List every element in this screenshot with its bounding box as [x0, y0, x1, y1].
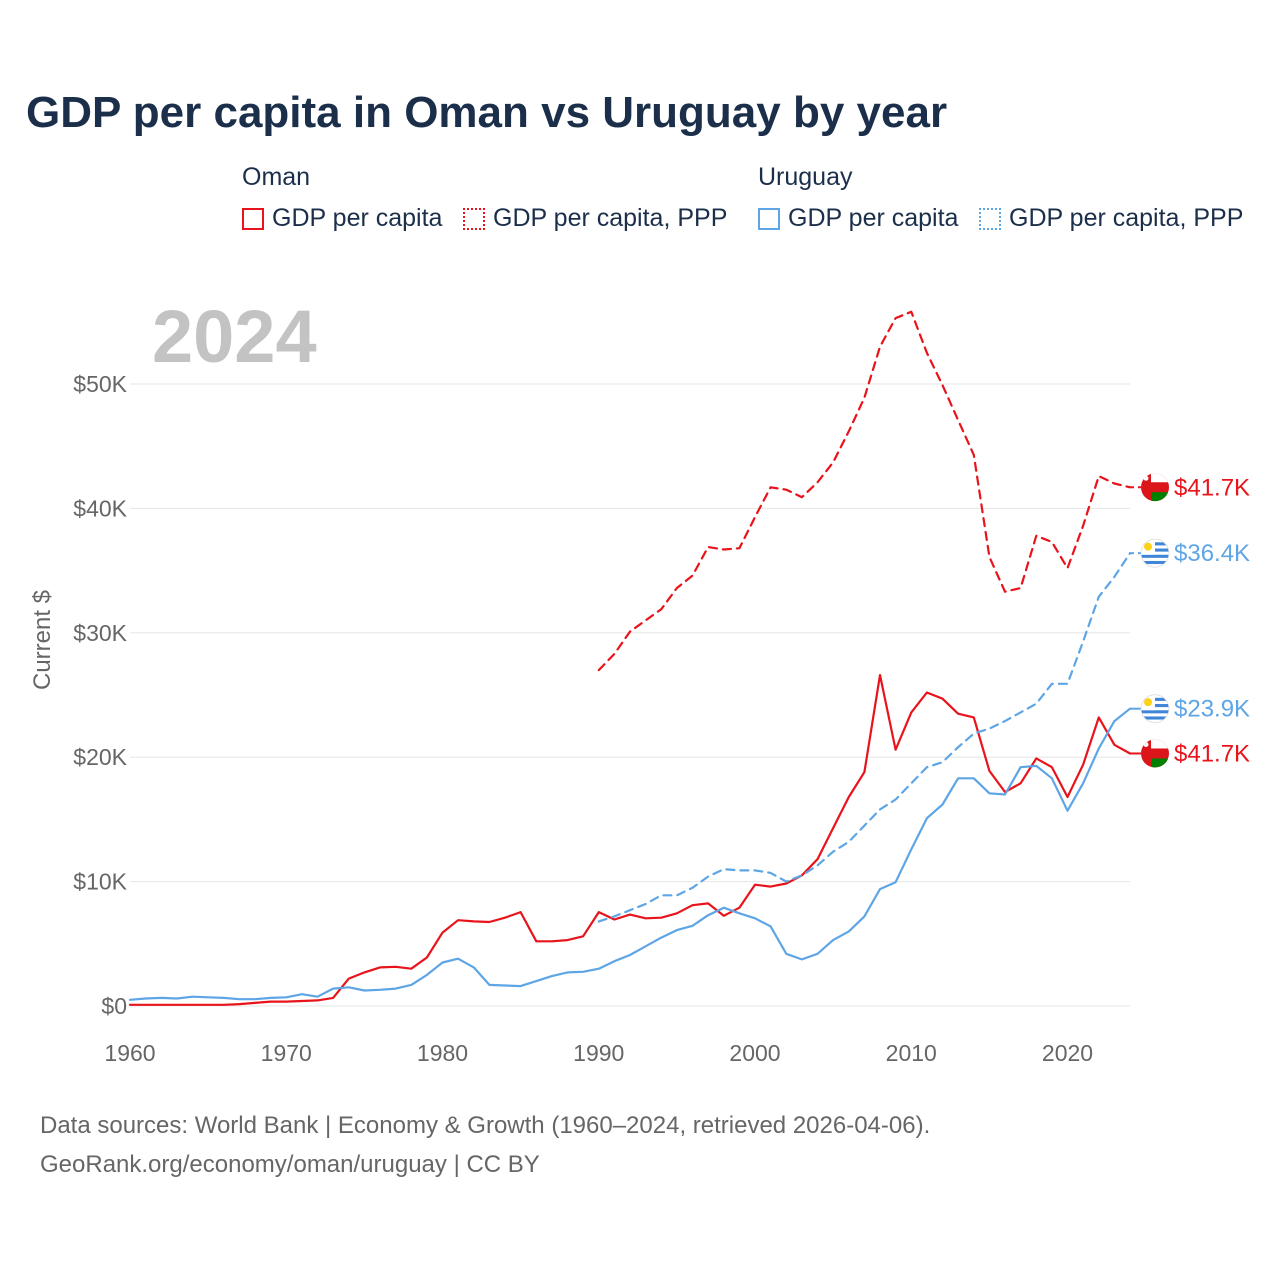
x-tick-label: 1980 [417, 1040, 468, 1066]
uruguay-flag-icon [1140, 538, 1170, 568]
end-value-label: $36.4K [1174, 540, 1250, 567]
x-tick-label: 2020 [1042, 1040, 1093, 1066]
legend-label-oman-gdp: GDP per capita [272, 204, 443, 232]
legend-swatch-oman-ppp [463, 207, 485, 230]
legend-label-uruguay-ppp: GDP per capita, PPP [1009, 204, 1244, 232]
footer-link: GeoRank.org/economy/oman/uruguay | CC BY [40, 1151, 540, 1178]
legend-item-uruguay-gdp[interactable]: GDP per capita [758, 204, 958, 233]
series-line-uruguay-dashed [597, 552, 1132, 923]
end-value-label: $23.9K [1174, 696, 1250, 723]
footer: Data sources: World Bank | Economy & Gro… [40, 1106, 930, 1184]
series-line-uruguay-solid [128, 707, 1132, 1001]
legend-item-oman-ppp[interactable]: GDP per capita, PPP [463, 204, 727, 233]
x-tick-label: 1960 [104, 1040, 155, 1066]
end-value-label: $41.7K [1174, 474, 1250, 501]
end-value-label: $41.7K [1174, 740, 1250, 767]
legend-swatch-uruguay-gdp [758, 207, 780, 230]
year-watermark: 2024 [152, 295, 317, 378]
y-tick-label: $0 [101, 993, 127, 1019]
legend-item-oman-gdp[interactable]: GDP per capita [242, 204, 442, 233]
legend-group-oman: Oman [242, 163, 311, 191]
oman-flag-icon [1141, 739, 1169, 768]
x-tick-label: 2000 [729, 1040, 780, 1066]
series-line-oman-solid [128, 673, 1132, 1006]
footer-sources: Data sources: World Bank | Economy & Gro… [40, 1112, 931, 1139]
oman-flag-icon [1141, 473, 1169, 502]
legend-label-oman-ppp: GDP per capita, PPP [493, 204, 728, 232]
uruguay-flag-icon [1140, 694, 1170, 724]
y-axis-label: Current $ [29, 590, 56, 690]
y-tick-label: $50K [73, 371, 127, 397]
y-tick-label: $10K [73, 869, 127, 895]
legend-label-uruguay-gdp: GDP per capita [788, 204, 959, 232]
y-tick-label: $40K [73, 495, 127, 521]
y-tick-label: $20K [73, 744, 127, 770]
x-tick-label: 1990 [573, 1040, 624, 1066]
legend-swatch-uruguay-ppp [979, 207, 1001, 230]
legend-group-uruguay: Uruguay [758, 163, 853, 191]
x-tick-label: 2010 [886, 1040, 937, 1066]
x-tick-label: 1970 [261, 1040, 312, 1066]
chart-title: GDP per capita in Oman vs Uruguay by yea… [26, 88, 948, 137]
series-line-oman-dashed [597, 310, 1132, 672]
legend-item-uruguay-ppp[interactable]: GDP per capita, PPP [979, 204, 1243, 233]
legend-swatch-oman-gdp [242, 207, 264, 230]
y-tick-label: $30K [73, 620, 127, 646]
